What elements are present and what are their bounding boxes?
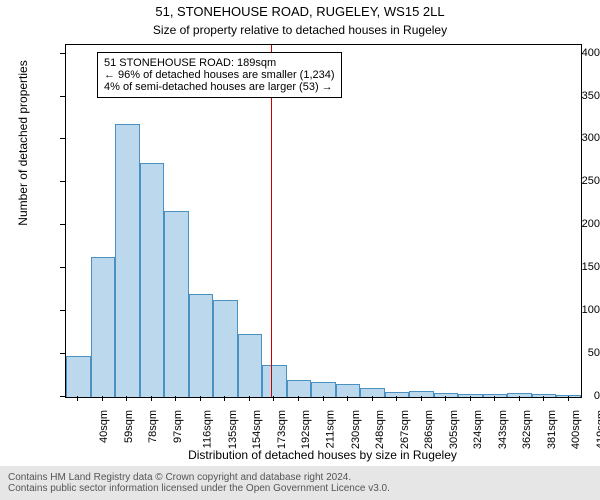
y-tick-label: 50 <box>545 347 600 359</box>
x-tick-mark <box>151 396 152 401</box>
bar <box>238 334 263 397</box>
x-tick-label: 305sqm <box>448 410 460 449</box>
x-tick-mark <box>77 396 78 401</box>
x-tick-mark <box>568 396 569 401</box>
x-tick-mark <box>421 396 422 401</box>
x-tick-label: 381sqm <box>546 410 558 449</box>
x-tick-mark <box>470 396 471 401</box>
x-tick-label: 154sqm <box>252 410 264 449</box>
chart-container: { "title1": "51, STONEHOUSE ROAD, RUGELE… <box>0 0 600 500</box>
x-tick-label: 192sqm <box>301 410 313 449</box>
x-tick-mark <box>494 396 495 401</box>
y-tick-mark <box>60 396 65 397</box>
bar <box>311 382 336 397</box>
bar <box>287 380 312 397</box>
y-tick-label: 0 <box>545 390 600 402</box>
x-tick-label: 324sqm <box>472 410 484 449</box>
y-tick-label: 350 <box>545 90 600 102</box>
footer-line1: Contains HM Land Registry data © Crown c… <box>8 472 592 483</box>
annotation-line: 4% of semi-detached houses are larger (5… <box>104 81 335 93</box>
y-tick-mark <box>60 53 65 54</box>
bar <box>66 356 91 397</box>
y-tick-mark <box>60 310 65 311</box>
y-axis-label: Number of detached properties <box>16 0 30 319</box>
bar <box>164 211 189 397</box>
x-tick-label: 419sqm <box>595 410 600 449</box>
x-tick-label: 267sqm <box>399 410 411 449</box>
y-tick-mark <box>60 181 65 182</box>
x-tick-mark <box>396 396 397 401</box>
x-tick-mark <box>323 396 324 401</box>
footer-attribution: Contains HM Land Registry data © Crown c… <box>0 466 600 500</box>
x-tick-mark <box>175 396 176 401</box>
x-tick-label: 248sqm <box>374 410 386 449</box>
x-tick-label: 78sqm <box>147 410 159 443</box>
x-tick-label: 343sqm <box>497 410 509 449</box>
y-tick-label: 250 <box>545 175 600 187</box>
bar <box>91 257 116 397</box>
y-tick-mark <box>60 138 65 139</box>
x-tick-mark <box>347 396 348 401</box>
x-tick-label: 173sqm <box>276 410 288 449</box>
chart-subtitle: Size of property relative to detached ho… <box>0 23 600 37</box>
x-tick-mark <box>519 396 520 401</box>
y-tick-label: 150 <box>545 261 600 273</box>
x-tick-label: 400sqm <box>570 410 582 449</box>
y-tick-label: 300 <box>545 132 600 144</box>
y-tick-label: 100 <box>545 304 600 316</box>
x-tick-mark <box>543 396 544 401</box>
x-axis-label: Distribution of detached houses by size … <box>65 448 580 462</box>
x-tick-mark <box>102 396 103 401</box>
x-tick-mark <box>249 396 250 401</box>
chart-title: 51, STONEHOUSE ROAD, RUGELEY, WS15 2LL <box>0 4 600 19</box>
annotation-line: ← 96% of detached houses are smaller (1,… <box>104 69 335 81</box>
footer-line2: Contains public sector information licen… <box>8 483 592 494</box>
x-tick-label: 97sqm <box>172 410 184 443</box>
bar <box>140 163 165 397</box>
y-tick-mark <box>60 267 65 268</box>
x-tick-label: 286sqm <box>423 410 435 449</box>
x-tick-mark <box>445 396 446 401</box>
y-tick-mark <box>60 96 65 97</box>
x-tick-label: 230sqm <box>350 410 362 449</box>
x-tick-label: 135sqm <box>227 410 239 449</box>
y-tick-mark <box>60 353 65 354</box>
x-tick-label: 40sqm <box>98 410 110 443</box>
x-tick-label: 59sqm <box>123 410 135 443</box>
x-tick-mark <box>298 396 299 401</box>
x-tick-label: 211sqm <box>324 410 336 448</box>
x-tick-mark <box>200 396 201 401</box>
bar <box>189 294 214 397</box>
annotation-box: 51 STONEHOUSE ROAD: 189sqm← 96% of detac… <box>97 52 342 98</box>
x-tick-label: 362sqm <box>521 410 533 449</box>
bar <box>115 124 140 397</box>
bar <box>213 300 238 397</box>
bar <box>262 365 287 397</box>
x-tick-label: 116sqm <box>202 410 214 448</box>
y-tick-label: 400 <box>545 47 600 59</box>
x-tick-mark <box>126 396 127 401</box>
x-tick-mark <box>372 396 373 401</box>
y-tick-mark <box>60 224 65 225</box>
x-tick-mark <box>273 396 274 401</box>
annotation-line: 51 STONEHOUSE ROAD: 189sqm <box>104 57 335 69</box>
y-tick-label: 200 <box>545 218 600 230</box>
x-tick-mark <box>224 396 225 401</box>
